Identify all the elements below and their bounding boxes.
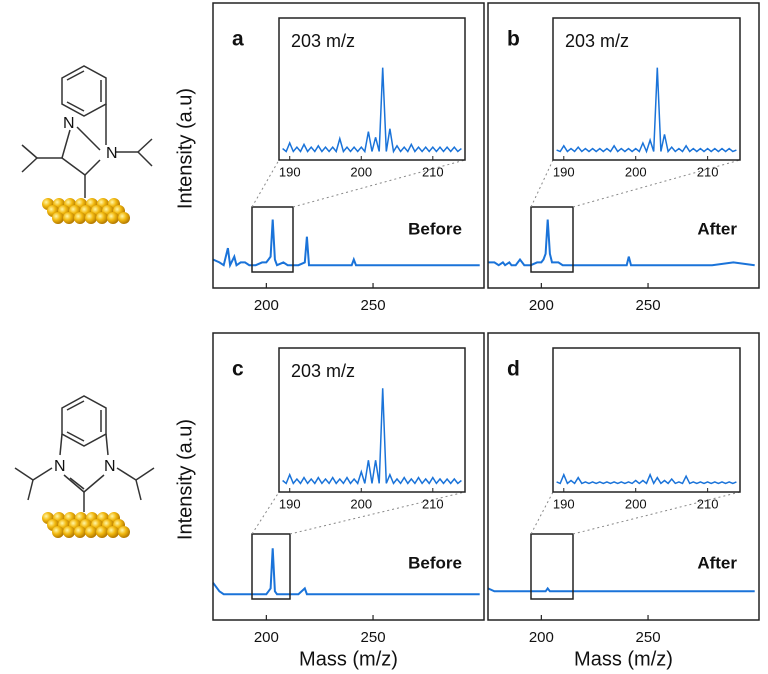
connector — [251, 491, 280, 535]
inset-x-tick-label: 190 — [553, 164, 575, 179]
inset-x-tick-label: 200 — [350, 164, 372, 179]
x-tick-label: 200 — [529, 629, 554, 646]
inset-title: 203 m/z — [291, 361, 355, 381]
inset-x-tick-label: 200 — [350, 496, 372, 511]
x-tick-label: 200 — [254, 629, 279, 646]
x-tick-label: 250 — [361, 629, 386, 646]
gold-atom — [85, 526, 97, 538]
zoom-box — [251, 533, 291, 600]
connector — [251, 159, 280, 208]
zoom-box — [530, 533, 574, 600]
gold-atom — [107, 212, 119, 224]
gold-atom — [118, 212, 130, 224]
inset-line — [282, 67, 462, 154]
gold-atom — [107, 526, 119, 538]
spectrum-line — [488, 219, 755, 267]
panel-letter: a — [232, 28, 244, 51]
gold-atom — [74, 526, 86, 538]
gold-atom — [52, 212, 64, 224]
panel-frame — [487, 332, 760, 621]
x-tick-label: 250 — [636, 297, 661, 314]
atom-label: N — [106, 145, 118, 162]
panel-frame — [212, 2, 485, 289]
gold-surface — [42, 512, 130, 538]
inset-x-tick-label: 210 — [697, 164, 719, 179]
inset-x-tick-label: 210 — [422, 496, 444, 511]
panel-frame — [212, 332, 485, 621]
inset-frame — [552, 347, 741, 493]
inset-frame — [278, 17, 466, 161]
annotation: After — [697, 553, 737, 572]
atom-label: N — [54, 458, 66, 475]
spectrum-line — [487, 586, 755, 593]
inset-line — [556, 472, 737, 486]
x-tick-label: 250 — [361, 297, 386, 314]
molecule-top — [21, 65, 153, 198]
inset-title: 203 m/z — [565, 31, 629, 51]
gold-atom — [74, 212, 86, 224]
gold-atom — [118, 526, 130, 538]
zoom-box — [251, 206, 294, 273]
panel-letter: d — [507, 358, 520, 381]
x-tick-label: 200 — [254, 297, 279, 314]
annotation: Before — [408, 219, 462, 238]
inset-x-tick-label: 190 — [279, 164, 301, 179]
inset-frame — [278, 347, 466, 493]
inset-line — [556, 67, 737, 154]
annotation: Before — [408, 553, 462, 572]
inset-frame — [552, 17, 741, 161]
atom-label: N — [104, 458, 116, 475]
connector — [530, 491, 554, 535]
gold-atom — [63, 526, 75, 538]
inset-x-tick-label: 210 — [697, 496, 719, 511]
y-axis-label: Intensity (a.u) — [174, 419, 196, 540]
annotation: After — [697, 219, 737, 238]
connector — [572, 159, 741, 208]
gold-surface — [42, 198, 130, 224]
gold-atom — [96, 526, 108, 538]
panel-frame — [487, 2, 760, 289]
inset-x-tick-label: 200 — [625, 164, 647, 179]
inset-title: 203 m/z — [291, 31, 355, 51]
gold-atom — [52, 526, 64, 538]
spectrum-line — [212, 219, 480, 269]
inset-x-tick-label: 190 — [279, 496, 301, 511]
atom-label: N — [63, 115, 75, 132]
spectrum-line — [212, 548, 480, 596]
panel-letter: c — [232, 358, 244, 381]
x-tick-label: 250 — [636, 629, 661, 646]
x-tick-label: 200 — [529, 297, 554, 314]
connector — [530, 159, 554, 208]
inset-line — [282, 388, 462, 485]
connector — [572, 491, 741, 535]
inset-x-tick-label: 190 — [553, 496, 575, 511]
gold-atom — [96, 212, 108, 224]
y-axis-label: Intensity (a.u) — [174, 88, 196, 209]
inset-x-tick-label: 210 — [422, 164, 444, 179]
gold-atom — [63, 212, 75, 224]
inset-x-tick-label: 200 — [625, 496, 647, 511]
panel-letter: b — [507, 28, 520, 51]
x-axis-label: Mass (m/z) — [574, 648, 673, 670]
molecule-bottom — [14, 395, 155, 512]
x-axis-label: Mass (m/z) — [299, 648, 398, 670]
zoom-box — [530, 206, 574, 273]
gold-atom — [85, 212, 97, 224]
